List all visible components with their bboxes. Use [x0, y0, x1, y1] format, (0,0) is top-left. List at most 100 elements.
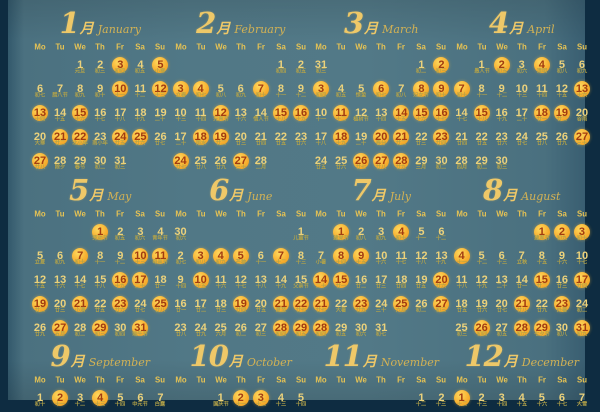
weekday-label: Fr — [256, 43, 265, 52]
day-lunar-label: 十七 — [436, 116, 447, 123]
day-lunar-label: 初十 — [34, 401, 46, 408]
day-cell: 19 二十 — [150, 103, 170, 127]
day-cell: 13 二十 — [492, 270, 512, 294]
day-cell: 5 十一 — [411, 222, 431, 246]
weekday-header-row: Mo Tu We Th Fr Sa Su — [452, 42, 593, 53]
weekday-label: Mo — [315, 210, 327, 219]
empty-day-cell — [191, 222, 211, 246]
day-lunar-label: 大暑 — [335, 307, 347, 314]
day-cell: 8 十一 — [472, 79, 492, 103]
day-number-highlighted: 28 — [272, 320, 289, 336]
day-lunar-label: 十九 — [275, 283, 287, 290]
day-cell: 17 廿三 — [371, 270, 391, 294]
day-lunar-label: 南小年 — [92, 140, 109, 147]
day-cell: 8 十一 — [90, 246, 110, 270]
weekday-label: Fr — [397, 43, 406, 52]
day-cell: 15 廿二 — [532, 270, 552, 294]
weekday-label: Th — [516, 376, 527, 385]
weekday-label: Fr — [116, 43, 125, 52]
day-cell: 19 廿四 — [231, 294, 251, 318]
day-lunar-label: 小寒 — [155, 68, 166, 75]
day-number: 4 — [518, 392, 525, 404]
day-number: 31 — [314, 59, 328, 71]
day-cell: 13 十九 — [431, 246, 451, 270]
day-lunar-label: 廿八 — [536, 140, 548, 147]
month-yue-character: 月 — [503, 354, 518, 370]
day-number: 2 — [358, 226, 365, 238]
day-lunar-label: 十九 — [115, 283, 126, 290]
day-lunar-label: 春节 — [74, 164, 86, 171]
day-cell: 6 十七 — [552, 388, 572, 412]
day-number: 22 — [334, 298, 348, 310]
day-lunar-label: 十三 — [496, 259, 507, 266]
day-cell: 26 廿九 — [211, 151, 231, 175]
day-lunar-label: 初九 — [215, 259, 226, 266]
day-lunar-label: 廿五 — [476, 140, 487, 147]
day-cell: 26 廿七 — [351, 151, 371, 175]
day-cell: 28 廿九 — [391, 151, 411, 175]
day-number: 10 — [314, 107, 328, 119]
day-number-highlighted: 13 — [573, 81, 590, 97]
day-cell: 3 十二 — [251, 388, 271, 412]
day-lunar-label: 初二 — [74, 331, 86, 338]
day-cell: 9 初十 — [431, 79, 451, 103]
day-cell: 26 廿九 — [30, 318, 50, 342]
day-cell: 10 十三 — [512, 79, 532, 103]
day-cell: 25 廿八 — [150, 294, 170, 318]
day-number: 14 — [74, 274, 87, 286]
day-lunar-label: 初五 — [295, 331, 307, 338]
day-lunar-label: 二十 — [496, 283, 507, 290]
day-lunar-label: 愚人节 — [473, 68, 490, 75]
day-number: 30 — [355, 322, 368, 334]
day-cell: 1 初二 — [411, 55, 431, 79]
day-number: 26 — [214, 155, 227, 167]
day-cell: 13 十四 — [30, 103, 50, 127]
day-number-highlighted: 11 — [152, 248, 169, 264]
day-number-highlighted: 14 — [313, 272, 330, 288]
day-number: 1 — [217, 392, 224, 404]
day-cell: 17 十八 — [311, 127, 331, 151]
day-lunar-label: 十七 — [576, 259, 588, 266]
day-number-highlighted: 3 — [313, 81, 330, 97]
day-cell: 1 建党节 — [331, 222, 351, 246]
day-cell: 7 初八 — [391, 79, 411, 103]
weekday-label: We — [74, 210, 86, 219]
day-lunar-label: 初八 — [355, 235, 367, 242]
empty-day-cell — [452, 222, 472, 246]
day-lunar-label: 初三 — [456, 331, 467, 338]
day-cell: 13 十四 — [371, 103, 391, 127]
weekday-label: Tu — [336, 43, 346, 52]
day-cell: 26 廿九 — [552, 127, 572, 151]
day-lunar-label: 十九 — [436, 259, 447, 266]
day-cell: 10 十一 — [110, 79, 130, 103]
day-number-highlighted: 6 — [373, 81, 390, 97]
month-title: 11 月 November — [311, 339, 452, 373]
empty-day-cell — [30, 222, 50, 246]
day-lunar-label: 初五 — [335, 331, 347, 338]
day-lunar-label: 十二 — [456, 401, 467, 408]
day-lunar-label: 初三 — [315, 68, 327, 75]
day-lunar-label: 十二 — [115, 259, 126, 266]
day-lunar-label: 十八 — [315, 140, 327, 147]
day-cell: 9 十二 — [291, 79, 311, 103]
day-cell: 25 廿八 — [532, 127, 552, 151]
day-lunar-label: 初四 — [315, 331, 327, 338]
day-number: 10 — [515, 83, 528, 95]
day-cell: 28 初四 — [311, 318, 331, 342]
day-cell: 16 十七 — [431, 103, 451, 127]
day-lunar-label: 初八 — [556, 331, 568, 338]
day-lunar-label: 除夕 — [54, 164, 66, 171]
day-lunar-label: 芒种 — [235, 259, 246, 266]
day-number-highlighted: 21 — [72, 296, 89, 312]
weekday-label: Mo — [455, 210, 468, 219]
day-cell: 1 初十 — [30, 388, 50, 412]
day-lunar-label: 十六 — [74, 116, 86, 123]
day-lunar-label: 廿四 — [235, 307, 246, 314]
day-lunar-label: 廿六 — [496, 140, 507, 147]
day-number-highlighted: 5 — [152, 57, 169, 73]
day-lunar-label: 廿七 — [355, 164, 367, 171]
day-cell: 10 十七 — [572, 246, 592, 270]
month-yue-character: 月 — [216, 21, 231, 37]
day-number: 4 — [137, 59, 144, 71]
day-number: 18 — [134, 107, 147, 119]
